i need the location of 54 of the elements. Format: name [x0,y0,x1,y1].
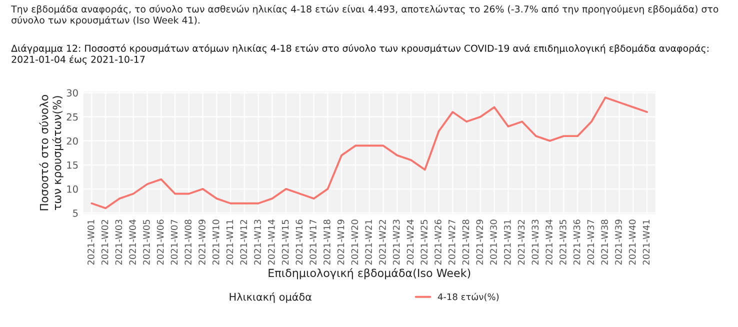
x-tick-label: 2021-W22 [379,220,386,265]
x-tick-label: 2021-W33 [532,220,539,265]
x-tick-label: 2021-W41 [642,220,650,265]
x-tick-label: 2021-W16 [296,220,303,265]
x-tick-label: 2021-W40 [628,220,636,265]
y-tick-label: 30 [66,89,78,97]
y-tick-label: 15 [67,162,78,169]
x-tick-label: 2021-W31 [504,220,511,265]
x-tick-label: 2021-W11 [226,220,234,265]
x-tick-label: 2021-W35 [560,220,566,265]
y-axis-title: Ποσοστό στο σύνολο των κρουσμάτων(%) [39,95,64,210]
x-tick-label: 2021-W12 [240,220,248,265]
y-tick-label: 10 [67,185,78,193]
x-tick-label: 2021-W17 [310,220,316,265]
x-tick-label: 2021-W19 [337,220,344,265]
x-tick-label: 2021-W20 [351,220,358,265]
legend-title: Ηλικιακή ομάδα [230,292,312,303]
x-tick-label: 2021-W25 [420,220,428,265]
y-tick-label: 20 [66,137,78,145]
x-tick-label: 2021-W28 [462,220,470,265]
x-tick-label: 2021-W01 [88,220,94,265]
y-tick-label: 25 [66,113,78,121]
x-tick-label: 2021-W39 [615,220,622,265]
x-tick-label: 2021-W05 [143,220,150,265]
x-tick-label: 2021-W27 [448,220,456,265]
legend-label: 4-18 ετών(%) [438,292,499,302]
x-axis-title: Επιδημιολογική εβδομάδα(Iso Week) [268,268,470,280]
x-tick-label: 2021-W32 [518,220,525,265]
chart-title: Διάγραμμα 12: Ποσοστό κρουσμάτων ατόμων ηλικίας 4-18 ετών στο σύνολο των κρουσμάτων COVID-19 ανά επιδημιολογική εβδομάδα αναφοράς: 2021-01-04 έως 2021-10-17 [11,44,708,65]
y-tick-label: 5 [73,210,78,217]
x-tick-label: 2021-W14 [268,220,275,265]
x-tick-label: 2021-W29 [476,220,484,265]
x-tick-label: 2021-W34 [546,220,552,265]
text: Την εβδομάδα αναφοράς, το σύνολο των ασθενών ηλικίας 4-18 ετών είναι 4.493, αποτελώντας το 26% (-3.7% από την προηγούμενη εβδομάδα) στο σύνολο των κρουσμάτων (Iso Week 41). [11,4,718,26]
x-tick-label: 2021-W21 [365,220,372,265]
x-tick-label: 2021-W07 [170,220,178,265]
x-tick-label: 2021-W30 [490,220,497,265]
x-tick-label: 2021-W10 [212,220,220,265]
x-tick-label: 2021-W26 [434,220,442,265]
x-tick-label: 2021-W08 [184,220,192,265]
x-tick-label: 2021-W02 [101,220,108,265]
x-tick-label: 2021-W13 [254,220,261,265]
x-tick-label: 2021-W04 [129,220,136,265]
x-tick-label: 2021-W15 [282,220,289,265]
x-tick-label: 2021-W09 [198,220,206,265]
x-tick-label: 2021-W03 [115,220,122,265]
x-tick-label: 2021-W24 [406,220,414,265]
x-tick-label: 2021-W06 [156,220,164,265]
x-tick-label: 2021-W36 [573,220,580,265]
x-tick-label: 2021-W38 [601,220,608,265]
x-tick-label: 2021-W18 [324,220,330,265]
x-tick-label: 2021-W23 [392,220,400,265]
x-tick-label: 2021-W37 [587,220,594,265]
line-series [90,96,648,210]
